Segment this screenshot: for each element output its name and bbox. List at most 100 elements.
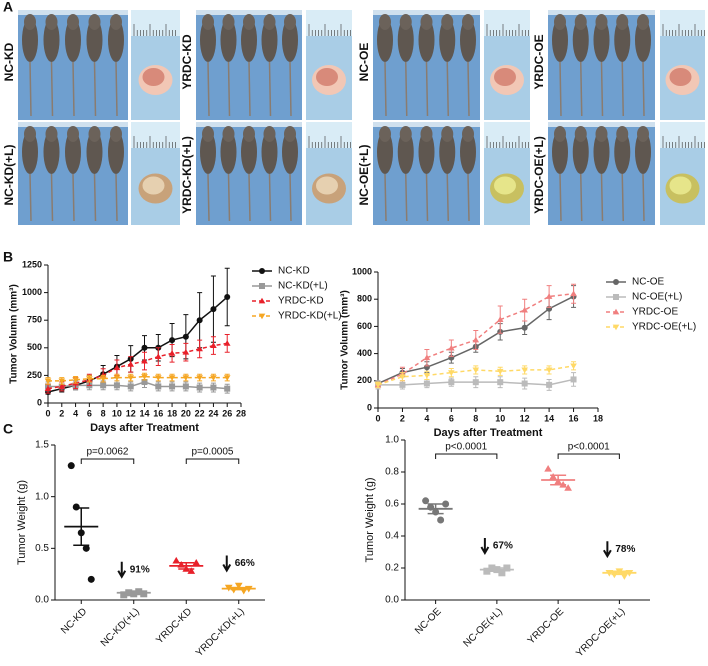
mouse (86, 18, 103, 62)
x-tick-label: 16 (569, 413, 579, 423)
marker (58, 383, 66, 389)
mouse-tail (384, 61, 387, 117)
tumor-highlight (316, 176, 338, 195)
marker (127, 383, 134, 390)
y-tick-label: 500 (27, 342, 42, 352)
mouse (460, 18, 476, 62)
mouse-tail (289, 173, 292, 222)
mouse (552, 130, 568, 174)
x-tick-label: YRDC-KD(+L) (194, 606, 247, 659)
legend-label: YRDC-KD (278, 296, 324, 307)
marker (196, 375, 203, 381)
marker (545, 293, 553, 299)
y-tick-label: 1000 (352, 266, 372, 276)
mouse-head (243, 14, 255, 30)
marker (127, 361, 135, 367)
mouse-head (45, 14, 58, 30)
y-tick-label: 1250 (22, 259, 42, 269)
mouse (241, 18, 257, 62)
photo-label: NC-KD(+L) (2, 145, 16, 206)
p-value: p<0.0001 (568, 442, 610, 453)
mouse (261, 130, 278, 174)
legend-label: NC-KD (278, 266, 310, 277)
mouse-tail (227, 61, 231, 117)
marker (182, 383, 189, 390)
mouse-tail (115, 61, 118, 117)
tumor-highlight (669, 176, 692, 195)
mouse (108, 18, 124, 62)
tumor-ruler (306, 10, 352, 36)
marker (224, 294, 231, 301)
y-axis-title: Tumor Weight (g) (16, 480, 28, 565)
mouse-tail (50, 173, 54, 222)
marker (437, 516, 445, 524)
x-tick-label: NC-OE(+L) (462, 606, 505, 649)
x-tick-label: NC-OE (413, 606, 444, 637)
y-axis-title: Tumor Volumn (mm³) (9, 284, 20, 384)
marker (154, 353, 162, 360)
marker (234, 582, 243, 590)
tumor-highlight (494, 68, 516, 86)
y-axis-title: Tumor Volumn (mm³) (340, 290, 351, 390)
mouse (43, 130, 60, 174)
mouse (439, 130, 456, 174)
legend-label: YRDC-OE(+L) (632, 322, 696, 333)
p-value: p=0.0005 (192, 447, 234, 458)
mouse-head (222, 126, 235, 142)
mouse-tail (384, 173, 387, 222)
mouse-head (263, 14, 276, 30)
mouse (593, 130, 610, 174)
panel-label: A (3, 0, 13, 15)
mouse (65, 130, 81, 174)
y-tick-label: 0.4 (385, 531, 399, 542)
mouse-head (420, 126, 433, 142)
legend-label: NC-KD(+L) (278, 281, 328, 292)
marker (448, 379, 455, 386)
marker (113, 364, 121, 371)
y-tick-label: 1000 (22, 287, 42, 297)
mouse (43, 18, 60, 62)
x-tick-label: 28 (236, 408, 246, 418)
reduction-label: 78% (615, 544, 635, 555)
mouse-tail (268, 61, 272, 117)
marker (612, 324, 620, 331)
mouse-tail (72, 61, 75, 117)
marker (168, 350, 176, 356)
ruler (373, 10, 480, 15)
x-tick-label: 4 (73, 408, 78, 418)
marker (196, 345, 203, 352)
tumor-ruler (306, 122, 352, 148)
significance-bracket (185, 458, 240, 464)
y-tick-label: 1.0 (385, 435, 399, 446)
mouse-tail (29, 173, 32, 222)
mouse-tail (642, 173, 645, 222)
tumor-highlight (316, 68, 338, 86)
marker (549, 472, 557, 480)
marker (498, 569, 506, 577)
marker (113, 382, 120, 389)
mouse (418, 130, 435, 174)
mouse (572, 18, 589, 62)
y-tick-label: 800 (357, 294, 372, 304)
x-tick-label: 2 (400, 413, 405, 423)
p-value: p<0.0001 (445, 442, 487, 453)
marker (182, 375, 190, 381)
marker (521, 324, 528, 331)
mouse-head (595, 14, 608, 30)
mouse-head (399, 126, 412, 142)
mouse-head (554, 14, 566, 30)
sem-bar (178, 562, 195, 570)
mouse-head (574, 14, 587, 30)
mouse-tail (600, 173, 604, 222)
x-tick-label: 10 (112, 408, 122, 418)
mouse-head (595, 126, 608, 142)
reduction-arrow (480, 538, 490, 555)
x-tick-label: 4 (424, 413, 429, 423)
tumor-ruler (131, 122, 180, 148)
mouse-tail (642, 61, 645, 117)
x-axis-title: Days after Treatment (90, 422, 199, 434)
mouse (65, 18, 81, 62)
reduction-label: 67% (493, 541, 513, 552)
marker (223, 340, 231, 346)
marker (100, 382, 107, 389)
